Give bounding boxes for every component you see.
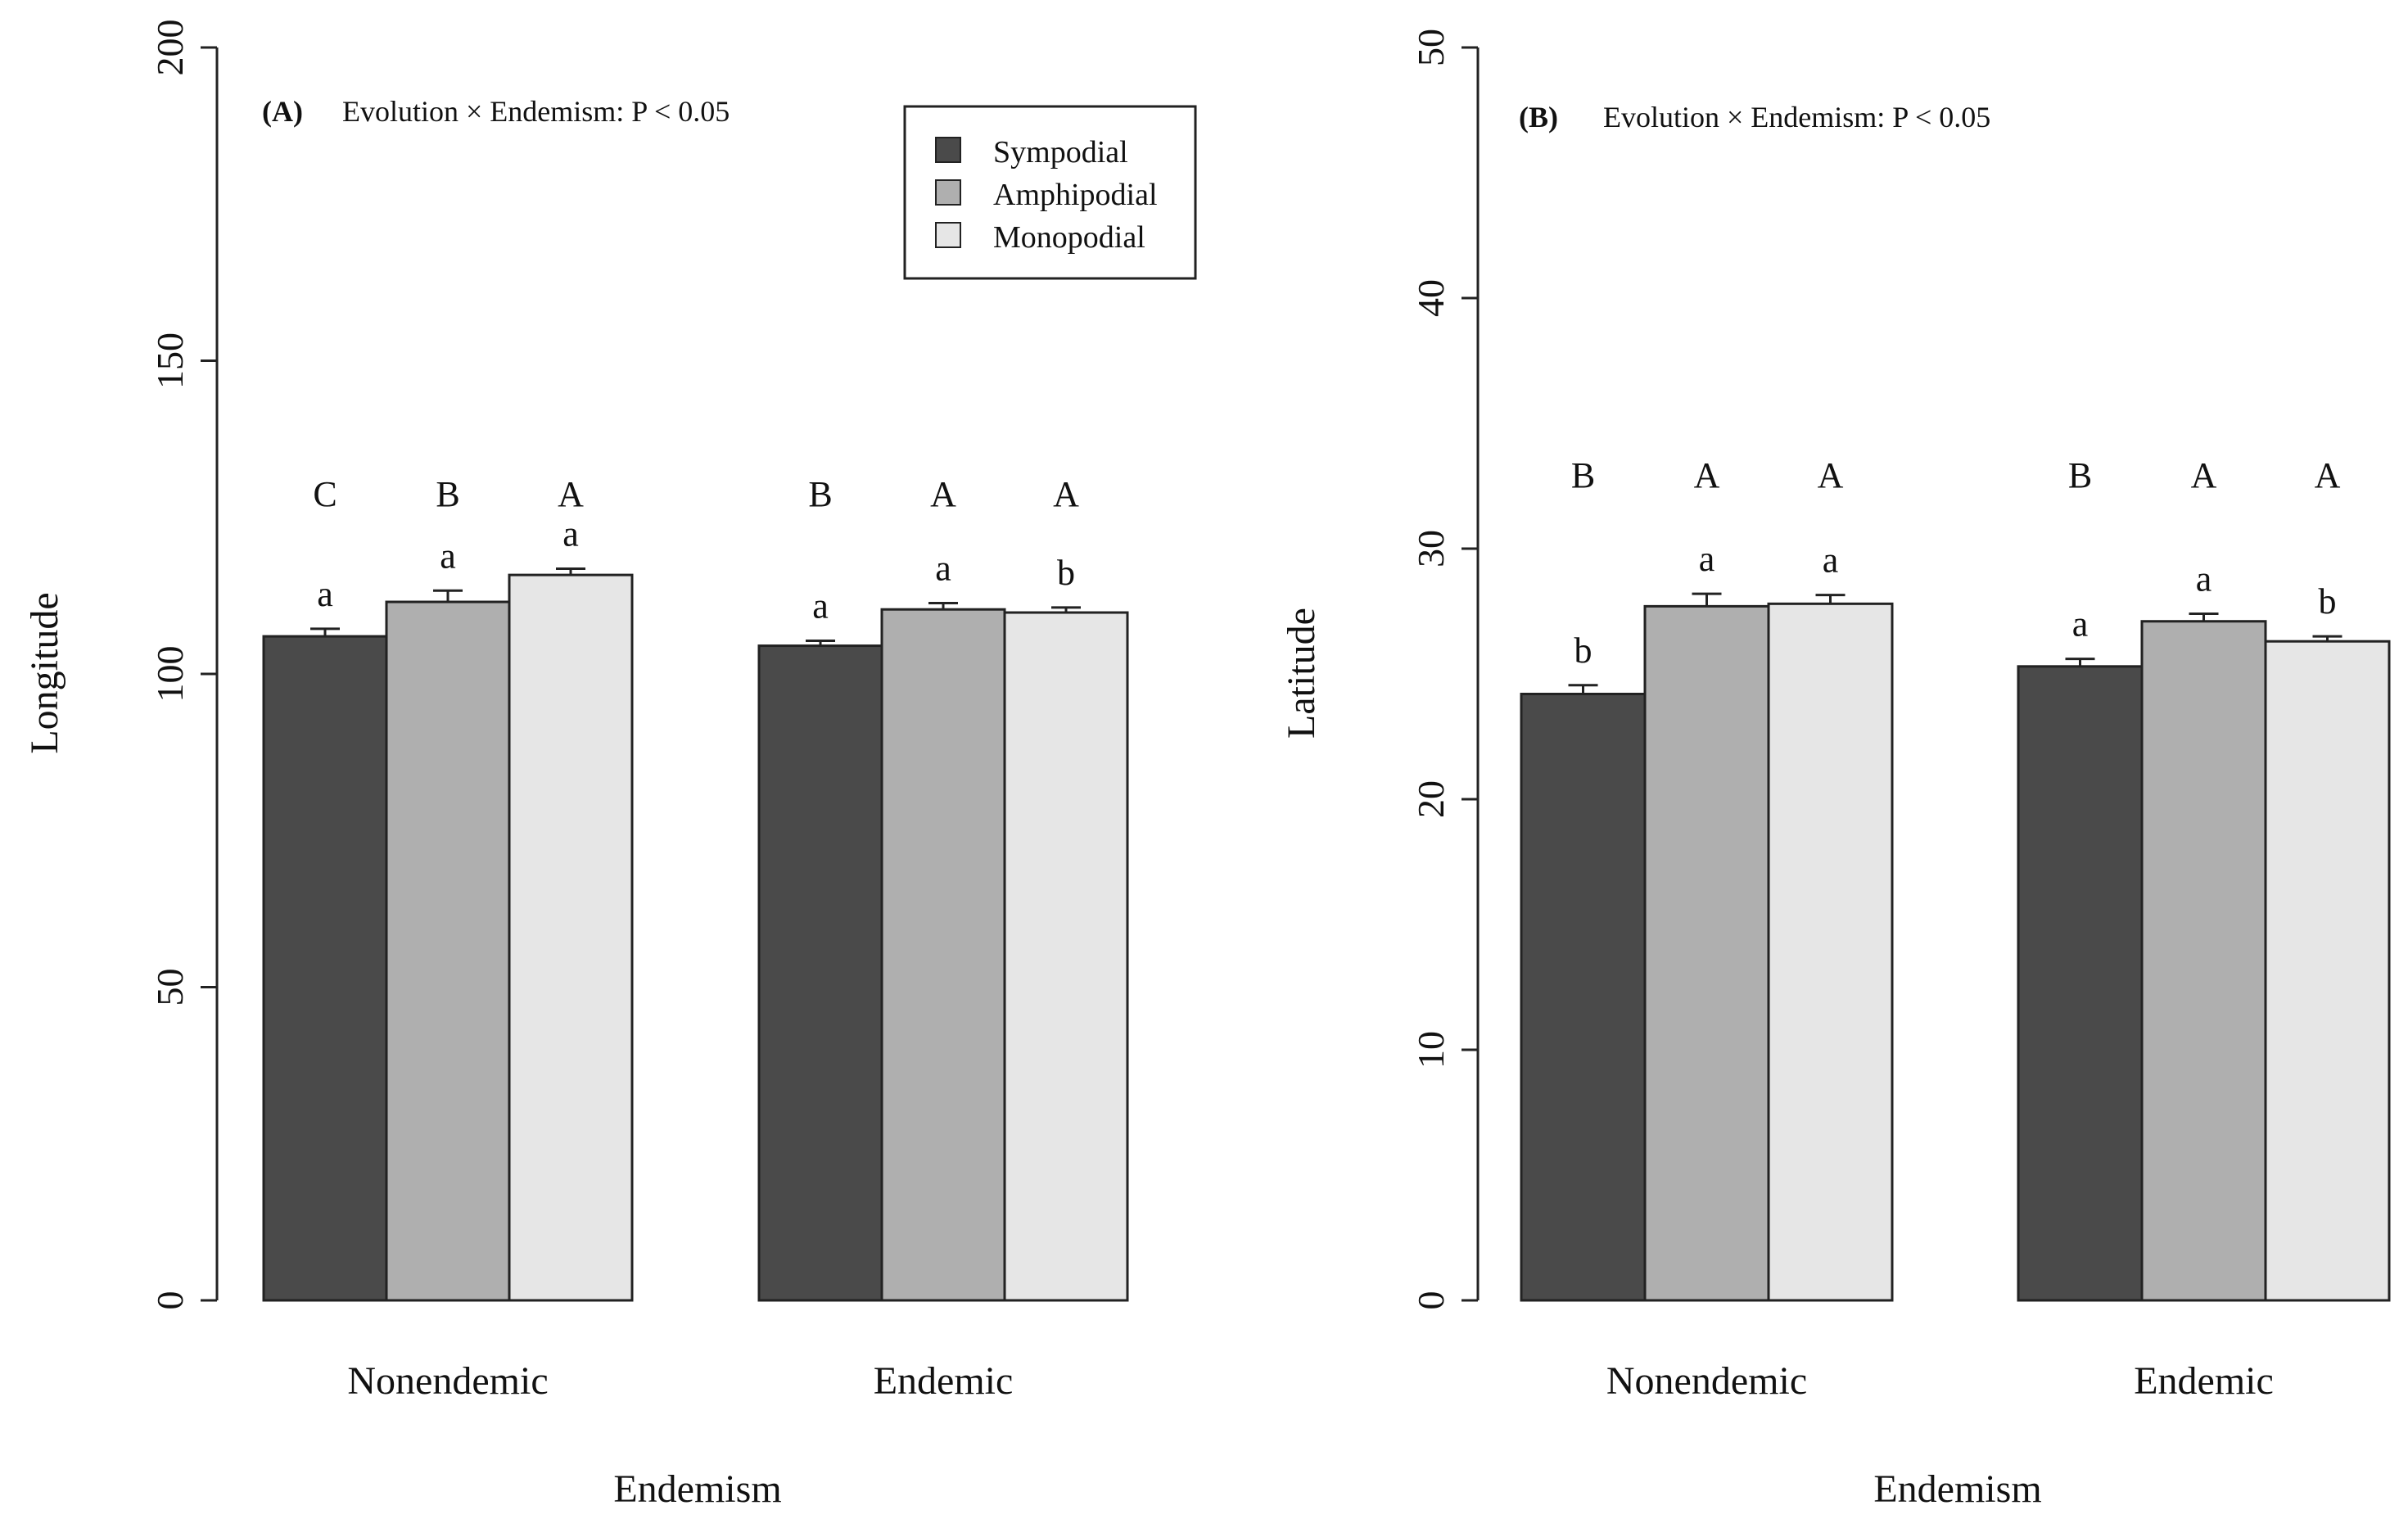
bar-endemic-monopodial [2264,640,2391,1302]
lower-letter: a [1699,539,1715,579]
error-bars [1568,592,2342,694]
upper-letter: A [1818,455,1844,495]
y-tick-label: 40 [1410,279,1452,317]
upper-letter: A [1694,455,1720,495]
category-labels: Nonendemic Endemic [1606,1359,2274,1403]
y-tick-label: 50 [1410,29,1452,66]
y-tick-label: 20 [1410,780,1452,818]
legend-label-amphipodial: Amphipodial [993,178,1158,212]
y-axis-title: Longitude [23,592,66,753]
bar-endemic-amphipodial [2140,620,2267,1302]
y-tick-label: 0 [149,1291,191,1310]
bar-nonendemic-monopodial [1767,602,1894,1302]
lower-letter: a [935,549,951,589]
x-axis-title: Endemism [1873,1467,2041,1511]
upper-letter: B [1571,455,1595,495]
category-label-nonendemic: Nonendemic [347,1359,548,1403]
upper-letter: B [436,474,459,514]
lower-letter: b [1574,631,1593,671]
lower-letter: b [1057,553,1075,593]
bar-nonendemic-amphipodial [1643,604,1770,1302]
y-tick-label: 10 [1410,1031,1452,1069]
bar-endemic-sympodial [2017,665,2144,1302]
upper-letter: A [930,474,956,514]
bars [1520,602,2391,1302]
y-ticks: 0 50 100 150 200 [149,20,217,1310]
y-tick-label: 50 [149,969,191,1006]
category-label-endemic: Endemic [874,1359,1014,1403]
upper-letter: A [558,474,584,514]
bar-endemic-amphipodial [880,608,1006,1302]
upper-letter: C [313,474,337,514]
bar-nonendemic-monopodial [508,573,634,1302]
y-tick-label: 150 [149,332,191,389]
panel-annotation: Evolution × Endemism: P < 0.05 [1603,101,1990,133]
lower-letter: a [1823,540,1839,581]
upper-letter: B [2068,455,2092,495]
y-tick-label: 0 [1410,1291,1452,1310]
bars [262,573,1129,1302]
legend-swatch-amphipodial [935,179,961,206]
panel-b: 0 10 20 30 40 50 Latitude Endemism (B) Evolut… [1280,29,2391,1511]
category-labels: Nonendemic Endemic [347,1359,1013,1403]
bar-nonendemic-amphipodial [385,600,511,1302]
category-label-endemic: Endemic [2134,1359,2274,1403]
panel-label: (B) [1519,101,1558,133]
y-tick-label: 200 [149,20,191,76]
bar-nonendemic-sympodial [262,635,388,1302]
lower-letter: a [317,574,333,614]
legend: Sympodial Amphipodial Monopodial [903,105,1197,280]
upper-letter: A [1053,474,1079,514]
lower-letter: a [562,513,579,554]
y-tick-label: 100 [149,646,191,703]
legend-swatch-sympodial [935,137,961,163]
panel-annotation: Evolution × Endemism: P < 0.05 [342,95,730,128]
panel-a: 0 50 100 150 200 Longitude Endemism (A) Evol… [23,20,1197,1511]
legend-label-sympodial: Sympodial [993,135,1128,170]
upper-letter: B [808,474,832,514]
x-axis-title: Endemism [613,1467,781,1511]
lower-letter: a [2072,604,2089,644]
bar-endemic-monopodial [1003,611,1129,1302]
lower-letter: b [2319,581,2337,622]
bar-nonendemic-sympodial [1520,692,1647,1302]
upper-letter: A [2191,455,2217,495]
lower-letter: a [812,585,829,626]
y-ticks: 0 10 20 30 40 50 [1410,29,1478,1310]
significance-letters: b Ba Aa Aa Ba Ab A [1571,455,2341,671]
y-axis-title: Latitude [1280,608,1323,739]
y-tick-label: 30 [1410,530,1452,567]
lower-letter: a [440,536,456,576]
bar-endemic-sympodial [757,644,883,1302]
legend-swatch-monopodial [935,222,961,248]
lower-letter: a [2196,559,2212,599]
error-bars [310,567,1081,646]
upper-letter: A [2315,455,2341,495]
panel-label: (A) [262,95,303,128]
legend-label-monopodial: Monopodial [993,220,1145,255]
category-label-nonendemic: Nonendemic [1606,1359,1807,1403]
